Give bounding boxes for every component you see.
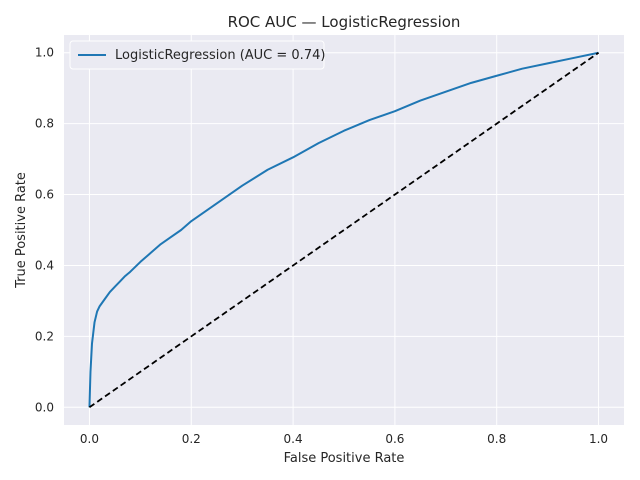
- x-tick-label: 0.0: [80, 432, 99, 446]
- x-tick-label: 1.0: [589, 432, 608, 446]
- y-tick-label: 0.8: [35, 117, 54, 131]
- y-tick-label: 1.0: [35, 46, 54, 60]
- chance-line: [88, 51, 600, 409]
- y-tick-label: 0.4: [35, 258, 54, 272]
- x-tick-label: 0.2: [182, 432, 201, 446]
- grid: [64, 35, 624, 425]
- chart-title: ROC AUC — LogisticRegression: [228, 13, 461, 31]
- y-tick-label: 0.0: [35, 400, 54, 414]
- roc-curve-line: [88, 51, 599, 408]
- legend-box: [69, 40, 325, 70]
- tick-labels: 0.0 0.2 0.4 0.6 0.8 1.0 0.0 0.2 0.4 0.6 0.8 1.0: [35, 46, 608, 446]
- legend-label: LogisticRegression (AUC = 0.74): [115, 48, 325, 63]
- x-tick-label: 0.6: [385, 432, 404, 446]
- x-axis-label: False Positive Rate: [284, 451, 405, 466]
- x-tick-label: 0.4: [284, 432, 303, 446]
- y-axis-label: True Positive Rate: [14, 172, 29, 289]
- x-tick-label: 0.8: [487, 432, 506, 446]
- legend: LogisticRegression (AUC = 0.74): [69, 40, 325, 70]
- series-layer: [88, 51, 600, 409]
- y-tick-label: 0.6: [35, 188, 54, 202]
- y-tick-label: 0.2: [35, 329, 54, 343]
